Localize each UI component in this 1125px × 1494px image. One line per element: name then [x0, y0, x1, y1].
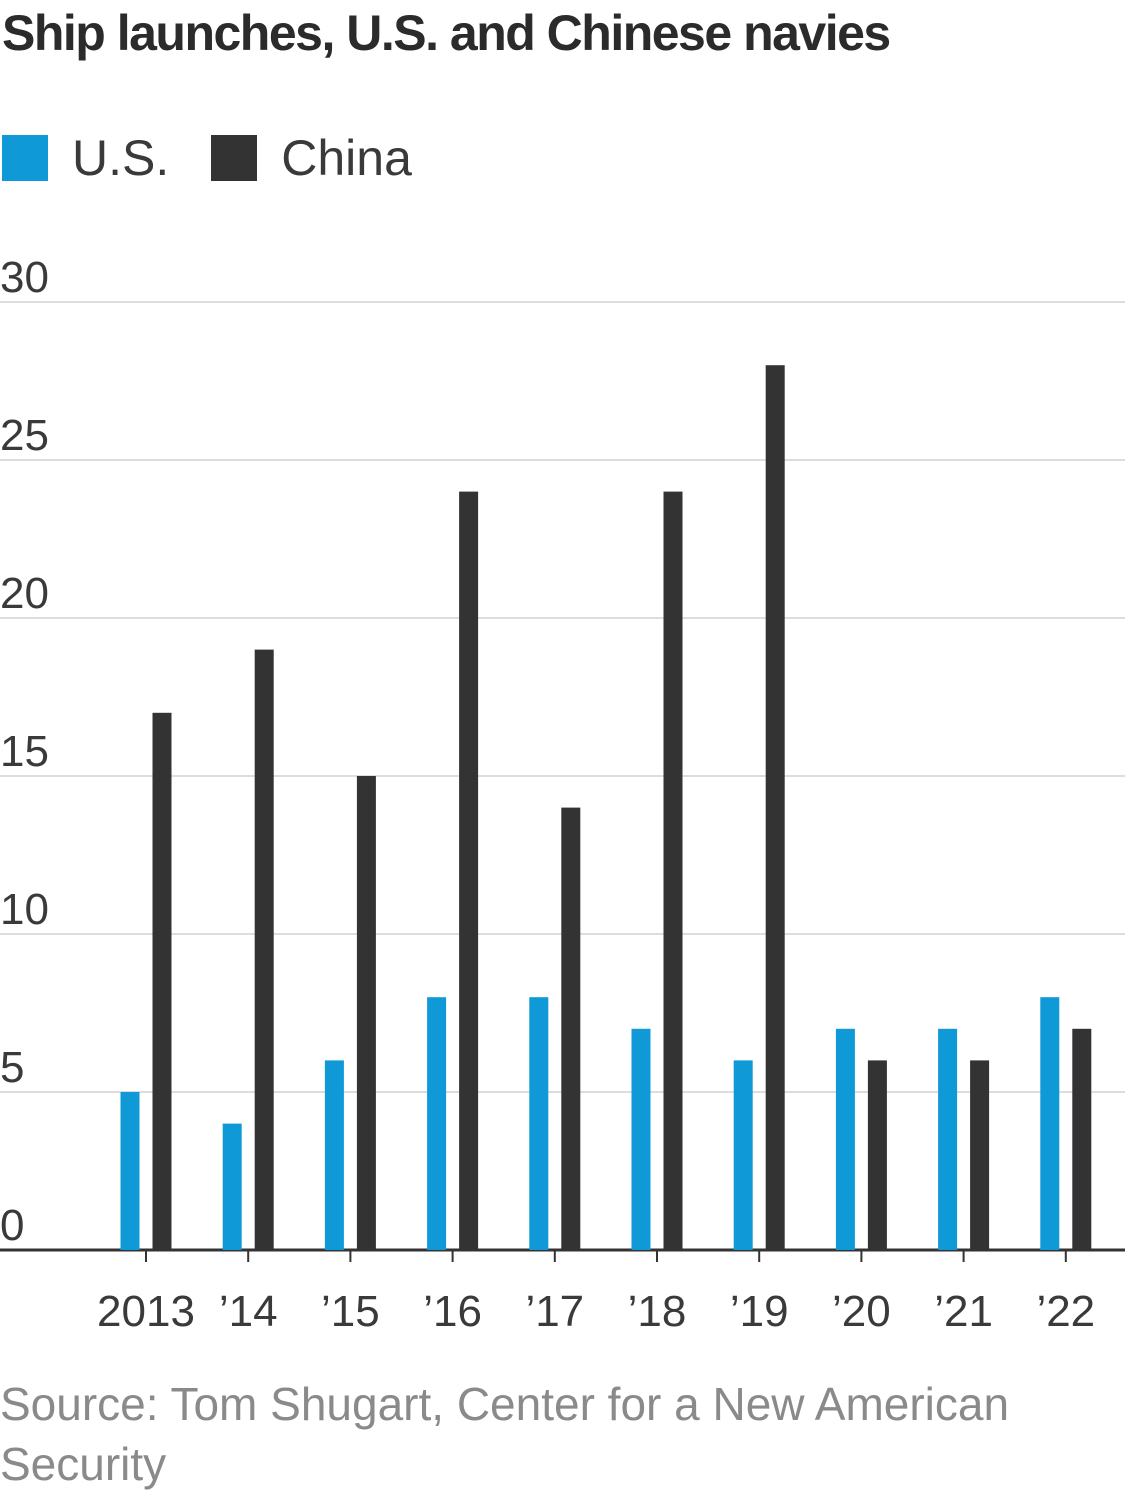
x-tick-label: ’16 — [423, 1287, 482, 1336]
bar-china — [152, 712, 172, 1250]
bar-us — [733, 1060, 753, 1250]
bar-us — [631, 1028, 651, 1250]
y-tick-label: 10 — [0, 885, 49, 934]
bar-us — [222, 1123, 242, 1250]
y-tick-label: 0 — [0, 1201, 24, 1250]
x-tick-label: ’20 — [832, 1287, 891, 1336]
bar-china — [1072, 1028, 1092, 1250]
bar-us — [529, 997, 549, 1250]
bar-us — [938, 1028, 958, 1250]
bar-chart: 0 5 10 15 20 25 30 2013 ’14 ’15 ’16 ’17 ’18 ’19 ’20 ’21… — [0, 253, 1125, 1336]
bar-us — [324, 1060, 344, 1250]
bar-china — [867, 1060, 887, 1250]
bar-us — [1040, 997, 1060, 1250]
bar-china — [765, 365, 785, 1250]
x-tick-label: ’22 — [1036, 1287, 1095, 1336]
y-tick-label: 20 — [0, 569, 49, 618]
legend: U.S. China — [2, 128, 454, 188]
x-tick-label: 2013 — [97, 1287, 195, 1336]
legend-swatch-china — [211, 135, 258, 181]
x-tick-label: ’21 — [934, 1287, 993, 1336]
y-tick-label: 5 — [0, 1043, 24, 1092]
x-tick-label: ’15 — [321, 1287, 380, 1336]
legend-swatch-us — [2, 135, 48, 181]
bar-china — [663, 491, 683, 1251]
x-tick-label: ’19 — [730, 1287, 789, 1336]
x-tick-label: ’18 — [628, 1287, 687, 1336]
legend-label-us: U.S. — [72, 130, 170, 186]
legend-item-us: U.S. — [2, 129, 169, 187]
bar-us — [120, 1092, 140, 1250]
y-tick-label: 25 — [0, 411, 49, 460]
chart-title: Ship launches, U.S. and Chinese navies — [2, 5, 891, 61]
bar-us — [427, 997, 447, 1250]
bar-china — [459, 491, 479, 1251]
x-tick-label: ’14 — [219, 1287, 278, 1336]
bar-china — [970, 1060, 990, 1250]
legend-item-china: China — [211, 129, 412, 187]
bar-china — [561, 807, 581, 1250]
y-tick-label: 30 — [0, 253, 49, 302]
bar-china — [356, 776, 376, 1250]
bar-china — [254, 649, 274, 1250]
y-tick-label: 15 — [0, 727, 49, 776]
bar-us — [835, 1028, 855, 1250]
x-tick-label: ’17 — [525, 1287, 584, 1336]
source-note: Source: Tom Shugart, Center for a New Am… — [0, 1378, 1010, 1490]
legend-label-china: China — [281, 130, 412, 186]
